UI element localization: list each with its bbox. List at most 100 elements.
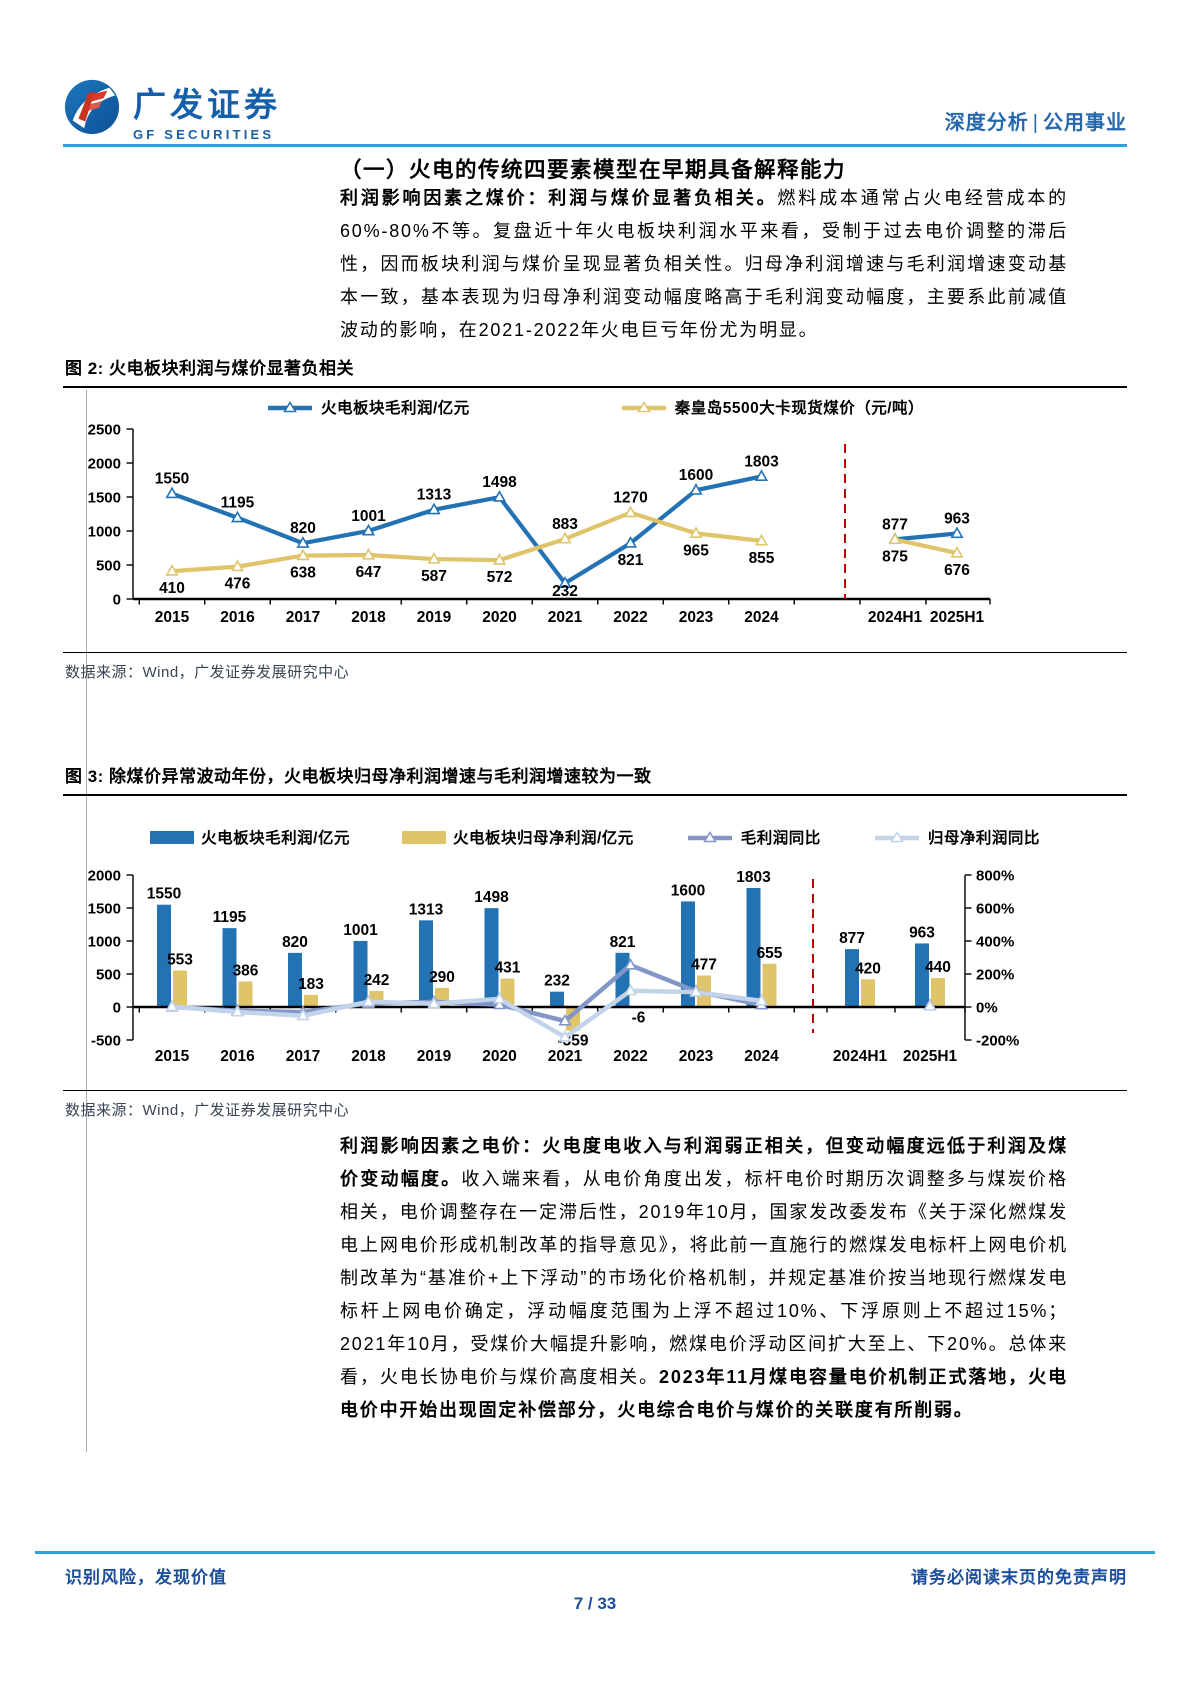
svg-text:2018: 2018 — [351, 1048, 386, 1065]
category-divider: | — [1032, 112, 1039, 134]
svg-text:2017: 2017 — [286, 1048, 320, 1065]
svg-text:2025H1: 2025H1 — [903, 1048, 958, 1065]
figure3-bottom-rule — [63, 1090, 1127, 1091]
legend-line-marker-icon — [621, 401, 666, 413]
legend-line-marker-icon — [267, 401, 312, 413]
svg-text:1600: 1600 — [679, 467, 713, 484]
figure3-title: 图 3: 除煤价异常波动年份，火电板块归母净利润增速与毛利润增速较为一致 — [65, 767, 652, 786]
legend-line-marker-icon — [874, 831, 919, 843]
paragraph2-tail: 2023年11月煤电容量电价机制正式落地，火电电价中开始出现固定补偿部分，火电综… — [340, 1367, 1068, 1420]
footer-slogan: 识别风险，发现价值 — [65, 1568, 227, 1587]
svg-text:800%: 800% — [976, 868, 1014, 885]
svg-text:1600: 1600 — [671, 882, 705, 899]
svg-text:0: 0 — [113, 592, 121, 609]
svg-text:0: 0 — [113, 1000, 121, 1017]
legend-item-label: 秦皇岛5500大卡现货煤价（元/吨） — [674, 400, 925, 417]
svg-text:877: 877 — [839, 930, 865, 947]
svg-text:2019: 2019 — [417, 1048, 452, 1065]
svg-text:820: 820 — [290, 520, 316, 537]
svg-text:500: 500 — [96, 558, 121, 575]
paragraph1-lead: 利润影响因素之煤价：利润与煤价显著负相关。 — [340, 188, 778, 208]
svg-text:965: 965 — [683, 542, 709, 559]
header-brand: 广发证券 GF SECURITIES — [63, 78, 281, 142]
svg-text:821: 821 — [610, 934, 636, 951]
svg-text:2015: 2015 — [155, 1048, 190, 1065]
svg-text:572: 572 — [487, 569, 513, 586]
svg-text:477: 477 — [691, 957, 717, 974]
svg-text:1803: 1803 — [736, 869, 771, 886]
brand-name-en: GF SECURITIES — [133, 127, 275, 142]
legend-line-marker-icon — [687, 831, 732, 843]
svg-text:500: 500 — [96, 967, 121, 984]
svg-text:232: 232 — [552, 583, 578, 600]
legend-item: 火电板块毛利润/亿元 — [150, 826, 350, 848]
profit-growth-combo-chart: 2000 1500 1000 500 0 -500 800% 600% 400% 200% 0% -2… — [88, 868, 1020, 1066]
svg-text:1313: 1313 — [417, 487, 452, 504]
svg-text:1000: 1000 — [88, 524, 121, 541]
svg-text:2017: 2017 — [286, 609, 320, 626]
svg-text:2020: 2020 — [482, 609, 516, 626]
svg-text:290: 290 — [429, 969, 455, 986]
legend-item: 归母净利润同比 — [873, 826, 1040, 848]
svg-text:386: 386 — [233, 963, 259, 980]
svg-text:1000: 1000 — [88, 934, 121, 951]
svg-text:232: 232 — [544, 973, 570, 990]
legend-item-label: 毛利润同比 — [740, 830, 821, 847]
legend-item: 毛利润同比 — [686, 826, 821, 848]
category-secondary: 公用事业 — [1043, 112, 1127, 134]
svg-text:-500: -500 — [91, 1033, 121, 1050]
svg-text:883: 883 — [552, 516, 578, 533]
svg-text:-6: -6 — [632, 1009, 646, 1026]
svg-text:1001: 1001 — [351, 508, 386, 525]
svg-text:2024: 2024 — [744, 609, 779, 626]
category-primary: 深度分析 — [944, 112, 1029, 134]
svg-text:821: 821 — [618, 552, 644, 569]
svg-text:820: 820 — [282, 934, 308, 951]
svg-text:1550: 1550 — [155, 471, 189, 488]
svg-text:553: 553 — [167, 952, 193, 969]
figure3-legend: 火电板块毛利润/亿元 火电板块归母净利润/亿元 毛利润同比 归母净利润同比 — [65, 826, 1125, 848]
figure3-source: 数据来源：Wind，广发证券发展研究中心 — [65, 1102, 350, 1119]
svg-text:0%: 0% — [976, 1000, 998, 1017]
svg-text:676: 676 — [944, 562, 970, 579]
svg-text:476: 476 — [225, 576, 251, 593]
svg-text:655: 655 — [757, 945, 783, 962]
svg-text:1500: 1500 — [88, 490, 121, 507]
svg-text:600%: 600% — [976, 901, 1014, 918]
svg-text:2022: 2022 — [613, 1048, 647, 1065]
figure3-top-rule — [63, 794, 1127, 796]
legend-item: 秦皇岛5500大卡现货煤价（元/吨） — [620, 396, 924, 418]
svg-text:2025H1: 2025H1 — [930, 609, 985, 626]
svg-text:647: 647 — [356, 564, 382, 581]
figure2-bottom-rule — [63, 652, 1127, 653]
svg-text:1270: 1270 — [613, 490, 647, 507]
figure2-legend: 火电板块毛利润/亿元 秦皇岛5500大卡现货煤价（元/吨） — [65, 396, 1125, 418]
svg-text:431: 431 — [495, 960, 521, 977]
section-title: （一）火电的传统四要素模型在早期具备解释能力 — [340, 158, 847, 182]
paragraph2-lead: 利润影响因素之电价：火电度电收入与利润弱正相关，但变动幅度远低于利润及煤价变动幅… — [340, 1136, 1068, 1189]
legend-bar-swatch-icon — [401, 830, 446, 844]
svg-text:2021: 2021 — [548, 609, 583, 626]
figure2-top-rule — [63, 386, 1127, 388]
svg-text:963: 963 — [909, 924, 935, 941]
figure2-source: 数据来源：Wind，广发证券发展研究中心 — [65, 664, 350, 681]
svg-text:1803: 1803 — [744, 453, 779, 470]
legend-item: 火电板块归母净利润/亿元 — [401, 826, 634, 848]
brand-name-cn: 广发证券 — [133, 86, 281, 123]
svg-text:638: 638 — [290, 565, 316, 582]
brand-text: 广发证券 GF SECURITIES — [133, 78, 281, 142]
svg-text:2022: 2022 — [613, 609, 647, 626]
svg-text:587: 587 — [421, 568, 447, 585]
svg-text:2016: 2016 — [220, 1048, 255, 1065]
svg-text:183: 183 — [298, 976, 324, 993]
svg-text:2015: 2015 — [155, 609, 190, 626]
svg-text:1195: 1195 — [221, 495, 255, 512]
svg-text:2000: 2000 — [88, 456, 121, 473]
svg-text:2023: 2023 — [679, 1048, 714, 1065]
body-paragraph-electricity-price: 利润影响因素之电价：火电度电收入与利润弱正相关，但变动幅度远低于利润及煤价变动幅… — [340, 1130, 1068, 1427]
svg-text:242: 242 — [364, 972, 390, 989]
svg-text:2020: 2020 — [482, 1048, 516, 1065]
svg-text:-200%: -200% — [976, 1033, 1019, 1050]
legend-item: 火电板块毛利润/亿元 — [266, 396, 470, 418]
